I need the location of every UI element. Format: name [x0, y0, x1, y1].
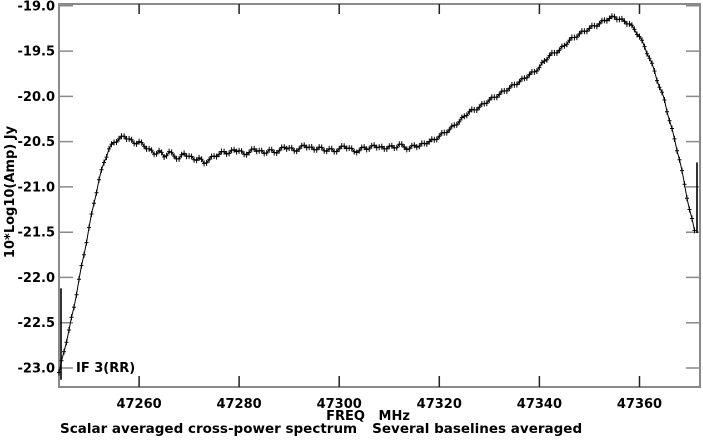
y-tick-label: -23.0: [18, 362, 55, 377]
x-tick-label: 47280: [216, 397, 261, 412]
y-tick-label: -21.0: [18, 180, 55, 195]
y-tick-label: -19.0: [18, 0, 55, 14]
y-axis-title: 10*Log10(Amp) Jy: [3, 125, 18, 259]
caption-primary: Scalar averaged cross-power spectrum: [60, 421, 358, 437]
x-tick-label: 47340: [517, 397, 562, 412]
x-tick-label: 47300: [317, 397, 362, 412]
x-tick-marks: [138, 4, 641, 387]
y-tick-label: -22.0: [18, 271, 55, 286]
x-tick-label: 47320: [417, 397, 462, 412]
if-annotation-label: IF 3(RR): [76, 361, 136, 376]
spectrum-trace: [58, 15, 695, 373]
y-tick-label: -19.5: [18, 45, 55, 60]
y-tick-label: -21.5: [18, 226, 55, 241]
x-tick-label: 47360: [617, 397, 662, 412]
x-axis-title: FREQ MHz: [326, 409, 410, 424]
x-tick-label: 47260: [116, 397, 161, 412]
plot-frame: [58, 3, 701, 388]
spectrum-plus-markers: [57, 13, 697, 376]
y-tick-marks: [59, 5, 700, 369]
y-tick-label: -20.0: [18, 90, 55, 105]
plot-caption: Scalar averaged cross-power spectrum Sev…: [60, 422, 582, 436]
caption-secondary: Several baselines averaged: [372, 421, 583, 437]
y-tick-label: -20.5: [18, 135, 55, 150]
y-tick-label: -22.5: [18, 316, 55, 331]
